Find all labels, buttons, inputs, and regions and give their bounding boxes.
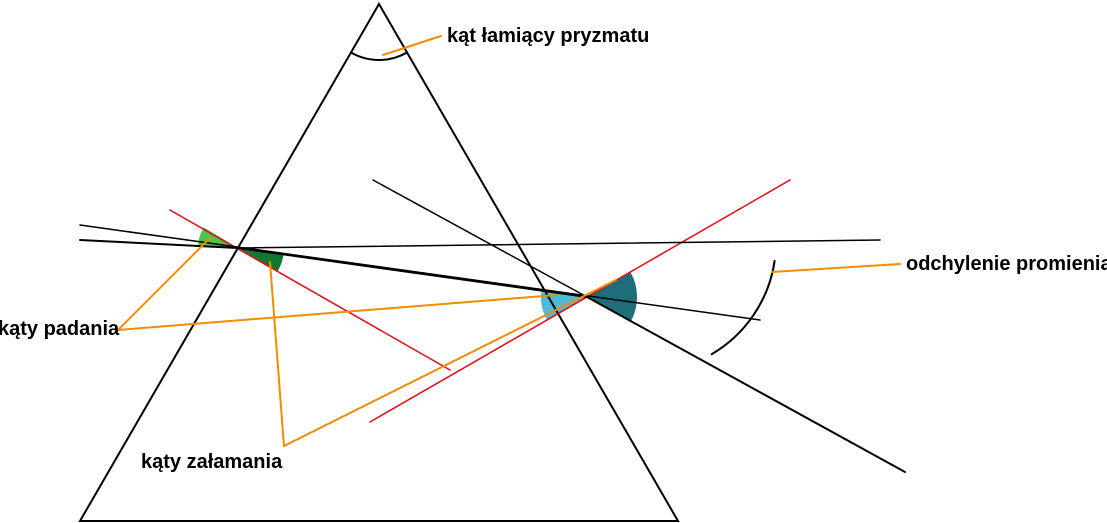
- label-incidence: kąty padania: [0, 318, 119, 341]
- label-apex-angle: kąt łamiący pryzmatu: [447, 25, 649, 48]
- label-refraction: kąty załamania: [141, 451, 282, 474]
- label-deviation: odchylenie promienia: [906, 253, 1107, 276]
- prism-triangle: [80, 4, 678, 521]
